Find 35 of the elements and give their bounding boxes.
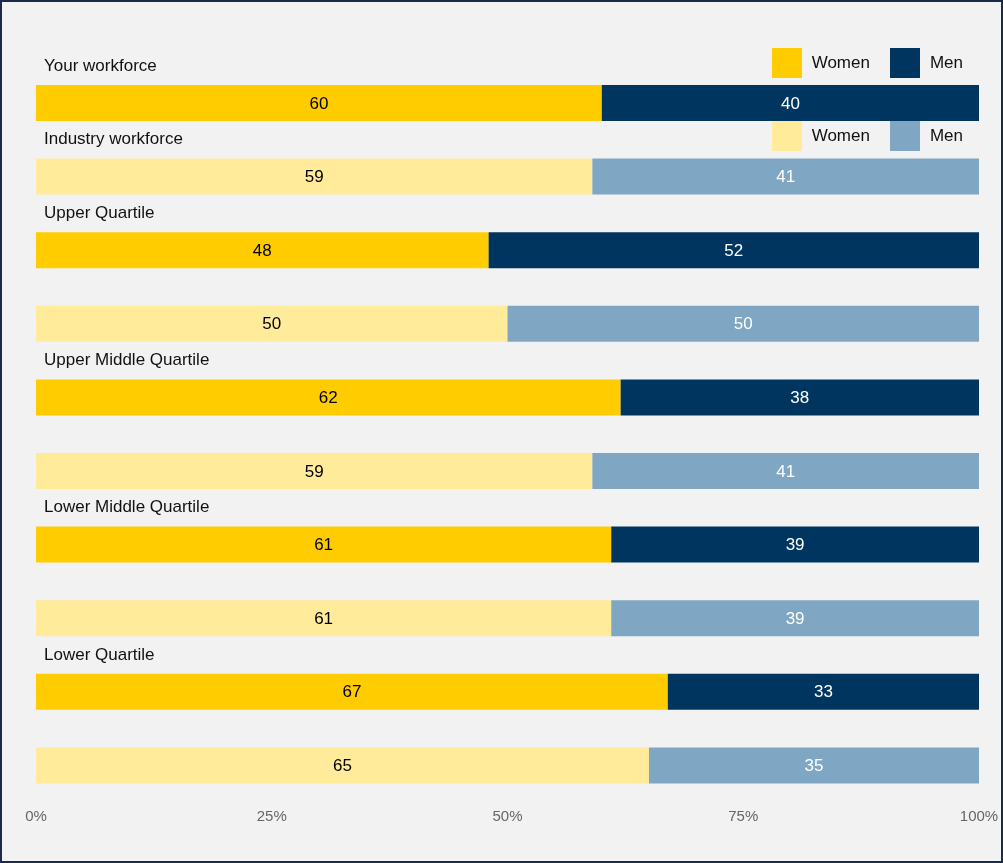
y-tick-label: Lower Middle Quartile <box>44 497 210 517</box>
x-tick-label: 50% <box>492 806 523 824</box>
legend-label: Women <box>811 52 870 73</box>
data-label: 35 <box>804 755 824 775</box>
data-label: 50 <box>262 314 282 334</box>
data-label: 67 <box>342 682 362 702</box>
data-label: 59 <box>304 461 324 481</box>
data-label: 38 <box>790 387 810 407</box>
data-label: 41 <box>776 461 796 481</box>
data-label: 61 <box>314 535 334 555</box>
x-tick-label: 25% <box>256 806 287 824</box>
legend-label: Men <box>929 52 963 73</box>
data-label: 62 <box>318 387 338 407</box>
x-tick-label: 100% <box>959 806 999 824</box>
data-label: 48 <box>252 240 272 260</box>
data-label: 41 <box>776 167 796 187</box>
legend-label: Women <box>811 126 870 147</box>
data-label: 50 <box>733 314 753 334</box>
x-tick-label: 0% <box>25 806 47 824</box>
data-label: 60 <box>309 93 329 113</box>
y-tick-label: Upper Quartile <box>44 203 155 222</box>
legend-label: Men <box>929 126 963 147</box>
data-label: 33 <box>813 682 833 702</box>
y-tick-label: Your workforce <box>44 55 157 75</box>
data-label: 39 <box>785 608 805 628</box>
y-tick-label: Lower Quartile <box>44 644 155 664</box>
data-label: 39 <box>785 535 805 555</box>
data-label: 61 <box>314 608 334 628</box>
data-label: 40 <box>780 93 800 113</box>
y-tick-label: Upper Middle Quartile <box>44 350 210 370</box>
y-tick-label: Industry workforce <box>44 129 183 149</box>
data-label: 52 <box>724 240 744 260</box>
data-label: 59 <box>304 167 324 187</box>
x-tick-label: 75% <box>728 806 759 824</box>
data-label: 65 <box>333 755 352 775</box>
